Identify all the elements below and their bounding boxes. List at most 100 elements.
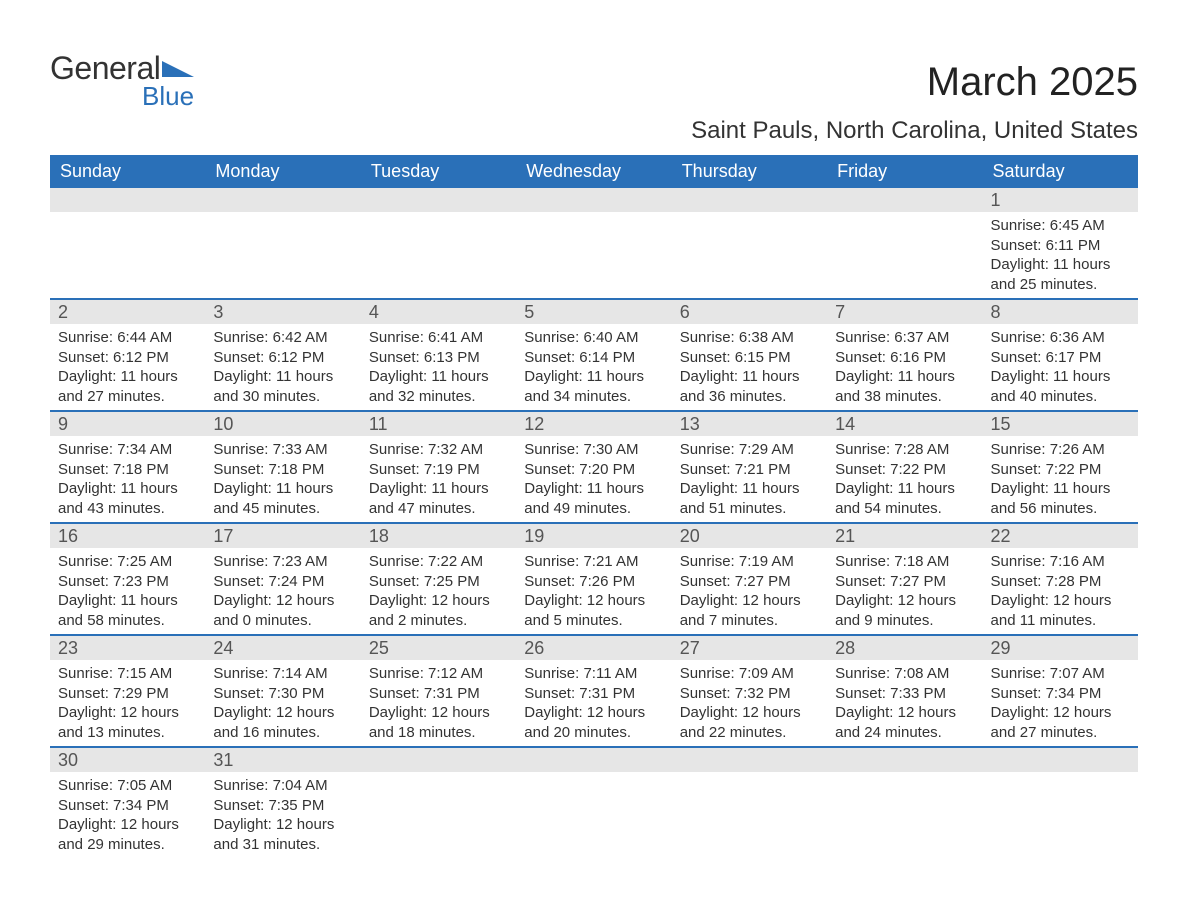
day-info-line: Daylight: 11 hours xyxy=(213,367,352,387)
day-info-line: Sunrise: 7:26 AM xyxy=(991,440,1130,460)
calendar-day-empty xyxy=(672,748,827,858)
calendar-day-empty xyxy=(827,188,982,298)
day-info-line: Daylight: 11 hours xyxy=(58,367,197,387)
day-info-line: Sunset: 7:23 PM xyxy=(58,572,197,592)
day-info-line: Sunrise: 7:22 AM xyxy=(369,552,508,572)
day-info-line: Daylight: 11 hours xyxy=(680,367,819,387)
day-info-line: Sunrise: 7:04 AM xyxy=(213,776,352,796)
day-info-line: and 54 minutes. xyxy=(835,499,974,519)
day-info-line: Sunrise: 6:40 AM xyxy=(524,328,663,348)
calendar-day-empty xyxy=(361,188,516,298)
day-info-line: Daylight: 11 hours xyxy=(524,367,663,387)
day-info-line: Daylight: 11 hours xyxy=(524,479,663,499)
day-info-line: Sunrise: 6:42 AM xyxy=(213,328,352,348)
day-info-line: and 36 minutes. xyxy=(680,387,819,407)
day-info-line: and 47 minutes. xyxy=(369,499,508,519)
calendar-header-cell: Wednesday xyxy=(516,155,671,188)
calendar-body: 1Sunrise: 6:45 AMSunset: 6:11 PMDaylight… xyxy=(50,188,1138,858)
logo: General Blue xyxy=(50,50,194,112)
day-info-line: Sunset: 6:14 PM xyxy=(524,348,663,368)
day-info-line: Daylight: 12 hours xyxy=(213,703,352,723)
day-info-line: Sunset: 7:24 PM xyxy=(213,572,352,592)
day-number: 1 xyxy=(983,188,1138,212)
day-number xyxy=(983,748,1138,772)
day-info-line: Sunrise: 7:09 AM xyxy=(680,664,819,684)
calendar-week: 9Sunrise: 7:34 AMSunset: 7:18 PMDaylight… xyxy=(50,410,1138,522)
calendar-day: 16Sunrise: 7:25 AMSunset: 7:23 PMDayligh… xyxy=(50,524,205,634)
day-info-line: Sunset: 7:18 PM xyxy=(213,460,352,480)
day-info-line: Daylight: 12 hours xyxy=(991,591,1130,611)
day-info-line: Sunrise: 7:12 AM xyxy=(369,664,508,684)
calendar-day: 28Sunrise: 7:08 AMSunset: 7:33 PMDayligh… xyxy=(827,636,982,746)
day-info-line: Sunrise: 7:15 AM xyxy=(58,664,197,684)
calendar-day: 30Sunrise: 7:05 AMSunset: 7:34 PMDayligh… xyxy=(50,748,205,858)
calendar-day: 13Sunrise: 7:29 AMSunset: 7:21 PMDayligh… xyxy=(672,412,827,522)
day-info-line: Sunrise: 7:18 AM xyxy=(835,552,974,572)
day-info-line: and 27 minutes. xyxy=(58,387,197,407)
calendar-day: 11Sunrise: 7:32 AMSunset: 7:19 PMDayligh… xyxy=(361,412,516,522)
day-info-line: Daylight: 12 hours xyxy=(680,703,819,723)
day-info-line: and 51 minutes. xyxy=(680,499,819,519)
calendar-day: 9Sunrise: 7:34 AMSunset: 7:18 PMDaylight… xyxy=(50,412,205,522)
day-number xyxy=(361,188,516,212)
day-info-line: and 34 minutes. xyxy=(524,387,663,407)
day-number: 9 xyxy=(50,412,205,436)
calendar-day-empty xyxy=(983,748,1138,858)
day-info-line: Daylight: 12 hours xyxy=(835,591,974,611)
day-number: 30 xyxy=(50,748,205,772)
day-number: 3 xyxy=(205,300,360,324)
day-number: 14 xyxy=(827,412,982,436)
calendar-day: 20Sunrise: 7:19 AMSunset: 7:27 PMDayligh… xyxy=(672,524,827,634)
day-info-line: Daylight: 12 hours xyxy=(213,591,352,611)
calendar-day: 5Sunrise: 6:40 AMSunset: 6:14 PMDaylight… xyxy=(516,300,671,410)
day-info-line: Sunrise: 7:33 AM xyxy=(213,440,352,460)
calendar-day-empty xyxy=(827,748,982,858)
day-number: 18 xyxy=(361,524,516,548)
day-info-line: Sunrise: 7:16 AM xyxy=(991,552,1130,572)
day-info-line: Daylight: 11 hours xyxy=(991,367,1130,387)
day-info-line: and 31 minutes. xyxy=(213,835,352,855)
day-info-line: Daylight: 11 hours xyxy=(369,367,508,387)
calendar-header-row: SundayMondayTuesdayWednesdayThursdayFrid… xyxy=(50,155,1138,188)
calendar-header-cell: Monday xyxy=(205,155,360,188)
day-info-line: Daylight: 12 hours xyxy=(213,815,352,835)
day-info-line: Daylight: 11 hours xyxy=(58,479,197,499)
day-info-line: and 5 minutes. xyxy=(524,611,663,631)
day-info-line: Sunrise: 7:25 AM xyxy=(58,552,197,572)
day-info-line: Daylight: 12 hours xyxy=(835,703,974,723)
day-info-line: Sunset: 7:27 PM xyxy=(835,572,974,592)
day-info-line: Sunset: 7:18 PM xyxy=(58,460,197,480)
day-info-line: Sunset: 7:31 PM xyxy=(524,684,663,704)
day-number: 13 xyxy=(672,412,827,436)
day-number xyxy=(672,748,827,772)
calendar-day: 18Sunrise: 7:22 AMSunset: 7:25 PMDayligh… xyxy=(361,524,516,634)
day-number: 19 xyxy=(516,524,671,548)
day-info-line: and 9 minutes. xyxy=(835,611,974,631)
day-number: 10 xyxy=(205,412,360,436)
day-number xyxy=(827,188,982,212)
day-info-line: Sunset: 6:11 PM xyxy=(991,236,1130,256)
day-info-line: Sunset: 7:31 PM xyxy=(369,684,508,704)
calendar-day: 6Sunrise: 6:38 AMSunset: 6:15 PMDaylight… xyxy=(672,300,827,410)
day-info-line: Daylight: 12 hours xyxy=(680,591,819,611)
day-info-line: and 56 minutes. xyxy=(991,499,1130,519)
day-number: 7 xyxy=(827,300,982,324)
day-info-line: Sunset: 7:27 PM xyxy=(680,572,819,592)
day-info-line: Daylight: 11 hours xyxy=(369,479,508,499)
day-info-line: Sunrise: 6:38 AM xyxy=(680,328,819,348)
day-info-line: Daylight: 12 hours xyxy=(58,815,197,835)
day-info-line: Sunrise: 7:21 AM xyxy=(524,552,663,572)
calendar-day-empty xyxy=(516,188,671,298)
month-title: March 2025 xyxy=(691,60,1138,105)
calendar-day-empty xyxy=(516,748,671,858)
calendar-day: 29Sunrise: 7:07 AMSunset: 7:34 PMDayligh… xyxy=(983,636,1138,746)
day-number: 28 xyxy=(827,636,982,660)
calendar-day: 12Sunrise: 7:30 AMSunset: 7:20 PMDayligh… xyxy=(516,412,671,522)
day-info-line: and 18 minutes. xyxy=(369,723,508,743)
calendar-day: 26Sunrise: 7:11 AMSunset: 7:31 PMDayligh… xyxy=(516,636,671,746)
day-info-line: and 13 minutes. xyxy=(58,723,197,743)
day-info-line: Daylight: 12 hours xyxy=(58,703,197,723)
day-info-line: Sunrise: 6:44 AM xyxy=(58,328,197,348)
day-info-line: Daylight: 12 hours xyxy=(369,703,508,723)
day-number xyxy=(205,188,360,212)
